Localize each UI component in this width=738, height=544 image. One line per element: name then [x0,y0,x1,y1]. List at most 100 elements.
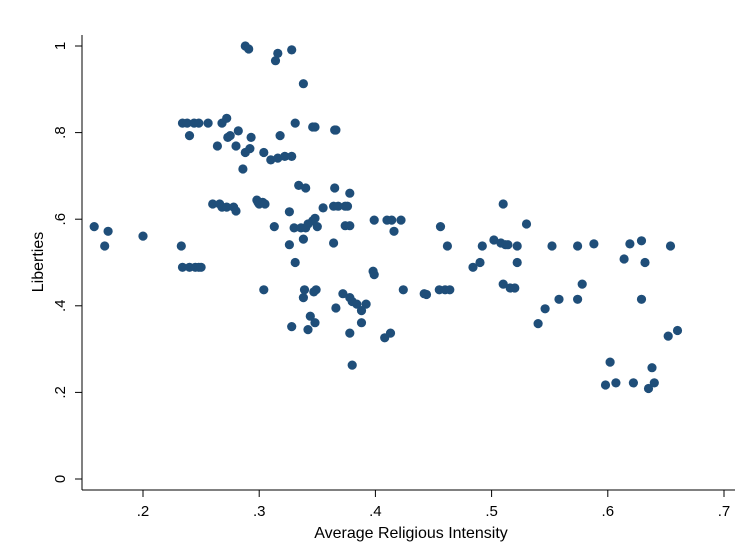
scatter-point [246,132,256,142]
scatter-point [352,299,362,309]
scatter-point [369,270,379,280]
scatter-point [270,56,281,66]
scatter-point [269,222,279,232]
scatter-point [312,222,322,232]
y-axis-title: Liberties [30,232,47,292]
x-tick-label: .7 [718,503,731,520]
scatter-point [177,262,188,272]
scatter-point [208,199,218,209]
scatter-point [510,283,520,293]
scatter-point [636,294,647,304]
scatter-point [347,360,357,370]
scatter-point [345,221,355,231]
scatter-point [540,304,550,314]
y-tick-label: .8 [52,126,69,139]
scatter-point [589,239,599,249]
scatter-point [212,141,222,151]
scatter-point [477,241,487,251]
scatter-point [385,328,396,338]
scatter-point [503,240,513,250]
scatter-point [176,241,186,251]
scatter-point [103,226,113,236]
scatter-point [605,357,615,367]
scatter-point [647,363,657,373]
x-tick-label: .4 [369,503,382,520]
scatter-point [672,325,683,336]
scatter-point [665,241,676,251]
scatter-point [310,122,320,132]
scatter-point [361,299,371,309]
scatter-point [273,153,283,163]
scatter-point [398,285,408,295]
scatter-point [331,303,341,313]
scatter-point [310,318,320,328]
scatter-point [89,222,99,232]
scatter-point [619,254,629,264]
scatter-point [498,279,508,289]
scatter-point [489,235,499,245]
scatter-point [445,285,455,295]
x-tick-label: .6 [602,503,615,520]
scatter-point [290,257,300,268]
scatter-point [244,44,254,54]
scatter-point [280,151,290,161]
x-tick-label: .2 [137,503,150,520]
scatter-point [222,113,232,123]
scatter-point [287,45,297,55]
scatter-point [636,236,647,246]
scatter-point [345,188,355,198]
scatter-point [498,199,508,209]
scatter-point [663,331,673,341]
scatter-point [222,202,232,212]
scatter-point [310,213,320,223]
points-group [89,41,683,394]
scatter-point [298,234,308,244]
axes-group [81,35,735,491]
scatter-point [245,144,255,154]
scatter-point [387,215,397,225]
scatter-point [266,155,276,165]
scatter-point [294,180,304,190]
scatter-point [311,285,321,295]
scatter-point [196,262,206,272]
scatter-point [521,219,532,229]
scatter-point [611,378,621,388]
scatter-point [284,207,294,217]
scatter-point [305,311,315,321]
scatter-point [231,141,241,151]
scatter-point [182,118,192,128]
scatter-point [260,199,270,209]
scatter-point [298,293,308,303]
scatter-point [356,318,367,328]
y-tick-label: 1 [52,42,69,50]
y-tick-label: 0 [52,475,69,483]
scatter-point [369,215,379,225]
scatter-point [573,294,583,304]
scatter-point [356,306,367,316]
scatter-point [421,289,432,300]
scatter-point [301,183,311,193]
scatter-point [259,147,269,158]
scatter-point [290,118,300,128]
scatter-point [554,294,564,304]
scatter-point [238,164,248,174]
scatter-point [284,240,294,250]
scatter-point [547,241,557,251]
scatter-point [259,285,269,295]
scatter-point [273,48,283,59]
scatter-point [625,239,635,249]
scatter-point [331,125,341,135]
scatter-point [225,131,235,141]
scatter-point [184,131,195,141]
scatter-point [640,257,650,268]
scatter-point [231,206,241,216]
scatter-point [342,201,353,211]
scatter-point [512,241,522,251]
scatter-point [468,262,478,272]
scatter-point [194,118,204,128]
scatter-point [442,241,452,251]
scatter-point [329,238,339,248]
scatter-point [396,215,406,225]
